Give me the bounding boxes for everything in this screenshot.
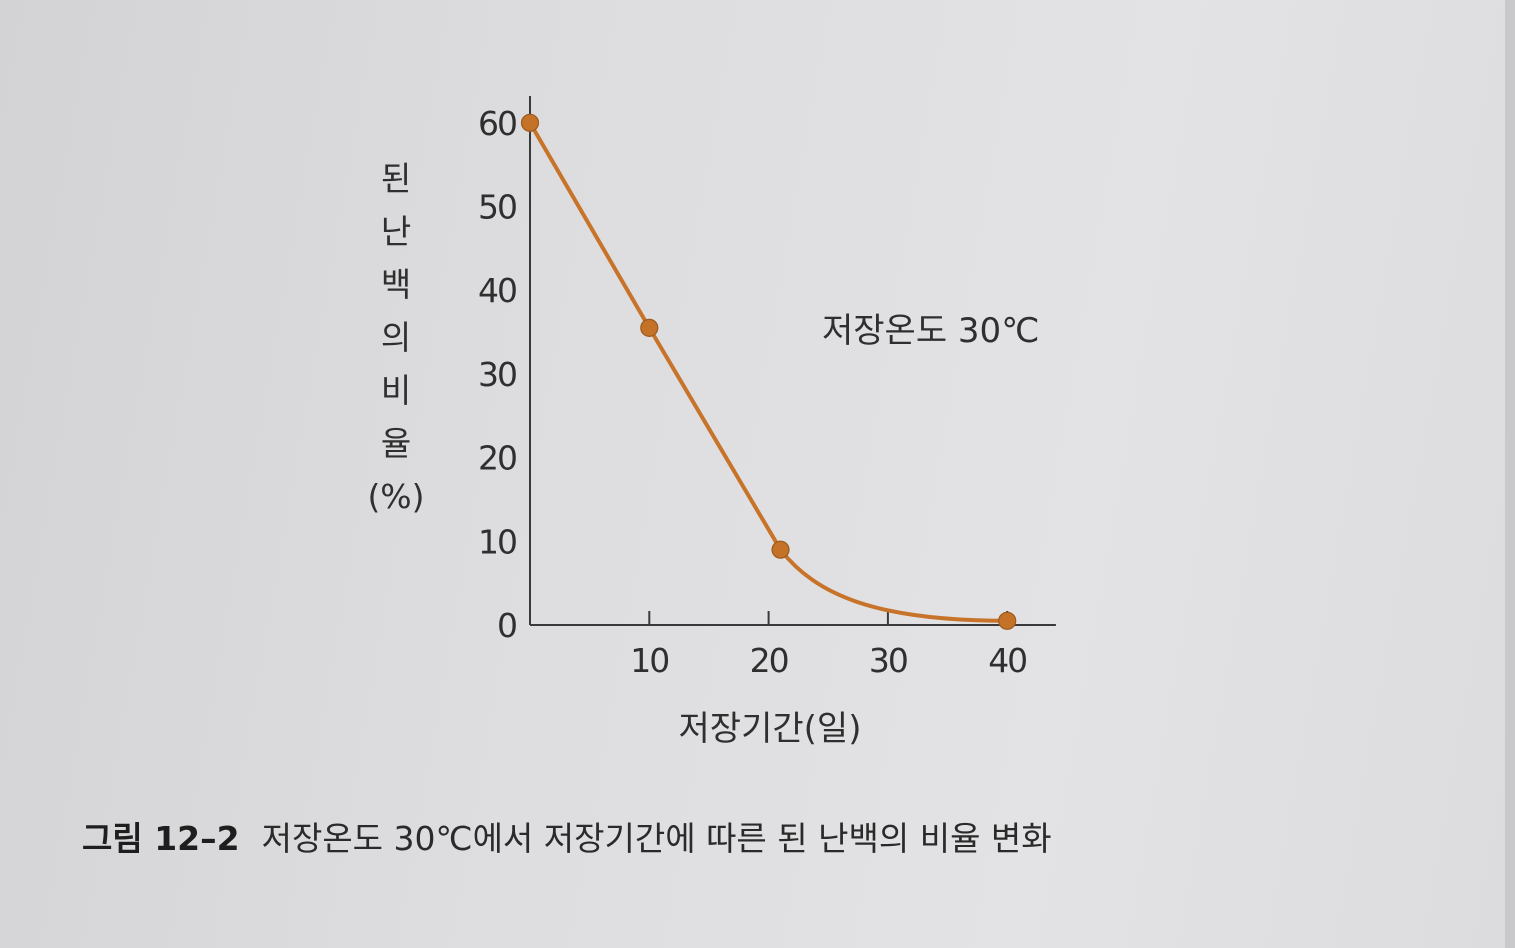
y-tick-label: 20 bbox=[478, 439, 516, 478]
x-tick-label: 40 bbox=[988, 641, 1026, 680]
x-tick-label: 20 bbox=[750, 641, 788, 680]
y-tick-label: 10 bbox=[478, 522, 516, 561]
x-tick-label: 10 bbox=[630, 641, 668, 680]
y-label-char: 된 bbox=[381, 159, 411, 198]
y-label-char: 백 bbox=[381, 265, 411, 304]
y-tick-label: 30 bbox=[478, 355, 516, 394]
x-axis-label: 저장기간(일) bbox=[679, 709, 862, 749]
data-point-marker bbox=[520, 113, 540, 132]
y-label-char: 난 bbox=[381, 212, 411, 251]
figure-caption: 그림 12–2 저장온도 30℃에서 저장기간에 따른 된 난백의 비율 변화 bbox=[82, 812, 1052, 860]
series-line bbox=[528, 120, 1010, 623]
x-tick-labels: 10 20 30 40 bbox=[630, 641, 1028, 680]
y-tick-label: 60 bbox=[478, 104, 516, 143]
chart-axes bbox=[529, 96, 1056, 626]
x-tick-label: 30 bbox=[869, 641, 907, 680]
page-edge bbox=[1505, 0, 1515, 948]
y-label-char: 율 bbox=[381, 424, 411, 463]
data-point-marker bbox=[640, 318, 659, 337]
series-line-group bbox=[528, 120, 1010, 623]
y-label-char: (%) bbox=[367, 477, 424, 516]
y-tick-label: 50 bbox=[478, 188, 516, 227]
y-tick-labels: 0 10 20 30 40 50 60 bbox=[478, 104, 518, 645]
y-tick-label: 0 bbox=[497, 606, 516, 645]
data-point-marker bbox=[998, 611, 1017, 630]
series-markers bbox=[520, 113, 1017, 630]
figure-caption-text: 저장온도 30℃에서 저장기간에 따른 된 난백의 비율 변화 bbox=[261, 819, 1052, 858]
y-label-char: 비 bbox=[381, 371, 411, 410]
y-label-char: 의 bbox=[381, 318, 411, 357]
chart-annotation: 저장온도 30℃ bbox=[822, 311, 1039, 351]
data-point-marker bbox=[771, 540, 790, 559]
y-tick-label: 40 bbox=[478, 271, 516, 310]
figure-label: 그림 12–2 bbox=[82, 819, 240, 858]
